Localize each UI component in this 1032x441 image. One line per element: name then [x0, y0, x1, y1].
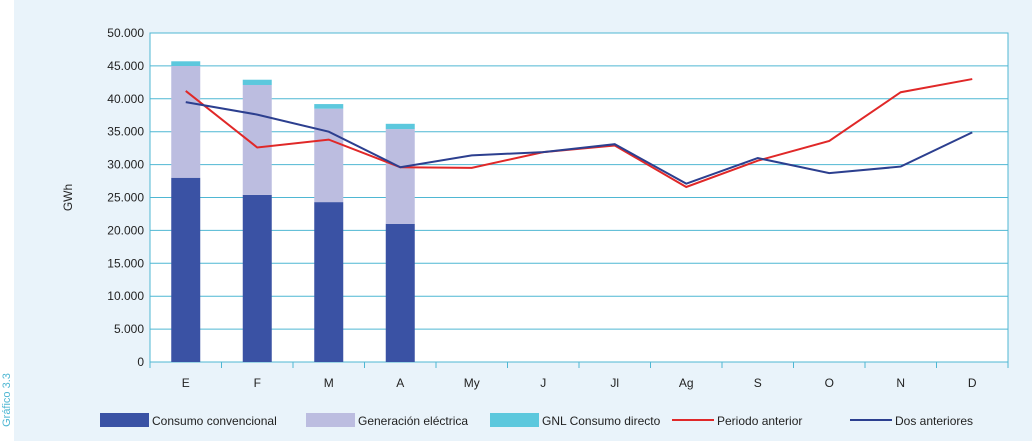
legend-item-gnl-consumo-directo: GNL Consumo directo	[490, 413, 661, 428]
x-tick-label: J	[540, 376, 546, 390]
x-tick-label: My	[464, 376, 480, 390]
bar-generacion-electrica	[385, 129, 415, 224]
y-axis-ticks: 0 5.000 10.000 15.000 20.000 25.000 30.000 35.0…	[107, 26, 144, 369]
legend: Consumo convencional Generación eléctrica…	[100, 413, 973, 428]
legend-swatch	[490, 413, 539, 427]
y-tick-label: 15.000	[107, 256, 144, 270]
x-tick-label: A	[396, 376, 404, 390]
bar-consumo-convencional	[171, 177, 201, 362]
legend-label: Periodo anterior	[717, 414, 802, 428]
legend-label: GNL Consumo directo	[542, 414, 661, 428]
stacked-bars	[171, 61, 415, 362]
bar-consumo-convencional	[314, 202, 344, 362]
legend-swatch	[306, 413, 355, 427]
x-tick-label: S	[754, 376, 762, 390]
x-tick-label: F	[254, 376, 261, 390]
bar-gnl-consumo-directo	[171, 61, 201, 66]
bar-generacion-electrica	[314, 108, 344, 203]
x-tick-label: E	[182, 376, 190, 390]
legend-label: Consumo convencional	[152, 414, 277, 428]
x-axis-ticks: E F M A My J Jl Ag S O N D	[149, 362, 1009, 390]
x-tick-label: N	[896, 376, 905, 390]
grid-lines	[150, 32, 1008, 363]
legend-swatch	[100, 413, 149, 427]
legend-item-consumo-convencional: Consumo convencional	[100, 413, 277, 428]
legend-label: Generación eléctrica	[358, 414, 468, 428]
x-tick-label: D	[968, 376, 977, 390]
legend-item-periodo-anterior: Periodo anterior	[672, 414, 802, 428]
y-tick-label: 30.000	[107, 158, 144, 172]
legend-label: Dos anteriores	[895, 414, 973, 428]
y-tick-label: 20.000	[107, 223, 144, 237]
bar-gnl-consumo-directo	[242, 79, 272, 85]
bar-consumo-convencional	[385, 223, 415, 362]
line-dos-anteriores	[185, 101, 973, 185]
y-tick-label: 35.000	[107, 125, 144, 139]
x-tick-label: O	[825, 376, 834, 390]
y-tick-label: 10.000	[107, 289, 144, 303]
series-lines	[185, 78, 973, 189]
bar-gnl-consumo-directo	[314, 104, 344, 109]
y-tick-label: 45.000	[107, 59, 144, 73]
y-tick-label: 25.000	[107, 191, 144, 205]
x-tick-label: M	[324, 376, 334, 390]
bar-consumo-convencional	[242, 194, 272, 362]
y-axis-label: GWh	[61, 184, 75, 211]
y-tick-label: 50.000	[107, 26, 144, 40]
legend-item-generacion-electrica: Generación eléctrica	[306, 413, 468, 428]
legend-item-dos-anteriores: Dos anteriores	[850, 414, 973, 428]
bar-generacion-electrica	[171, 65, 201, 178]
x-tick-label: Jl	[610, 376, 619, 390]
y-tick-label: 40.000	[107, 92, 144, 106]
x-tick-label: Ag	[679, 376, 694, 390]
y-tick-label: 0	[137, 355, 144, 369]
y-tick-label: 5.000	[114, 322, 144, 336]
bar-gnl-consumo-directo	[385, 123, 415, 130]
